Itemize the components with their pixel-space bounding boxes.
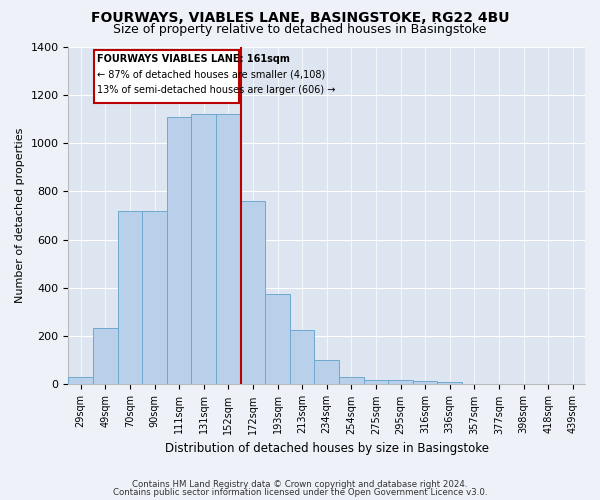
Bar bbox=[142, 210, 167, 384]
Text: FOURWAYS VIABLES LANE: 161sqm: FOURWAYS VIABLES LANE: 161sqm bbox=[97, 54, 290, 64]
Bar bbox=[388, 380, 413, 384]
Bar bbox=[191, 114, 216, 384]
Bar bbox=[216, 114, 241, 384]
Bar bbox=[241, 201, 265, 384]
Y-axis label: Number of detached properties: Number of detached properties bbox=[15, 128, 25, 303]
Bar bbox=[265, 294, 290, 384]
Bar bbox=[413, 381, 437, 384]
Bar bbox=[167, 116, 191, 384]
Bar bbox=[118, 210, 142, 384]
Text: Contains HM Land Registry data © Crown copyright and database right 2024.: Contains HM Land Registry data © Crown c… bbox=[132, 480, 468, 489]
Bar bbox=[314, 360, 339, 384]
Bar bbox=[68, 377, 93, 384]
Bar bbox=[93, 328, 118, 384]
Bar bbox=[339, 377, 364, 384]
Text: 13% of semi-detached houses are larger (606) →: 13% of semi-detached houses are larger (… bbox=[97, 85, 335, 95]
Bar bbox=[290, 330, 314, 384]
Text: FOURWAYS, VIABLES LANE, BASINGSTOKE, RG22 4BU: FOURWAYS, VIABLES LANE, BASINGSTOKE, RG2… bbox=[91, 11, 509, 25]
Bar bbox=[364, 380, 388, 384]
Text: Size of property relative to detached houses in Basingstoke: Size of property relative to detached ho… bbox=[113, 24, 487, 36]
Text: ← 87% of detached houses are smaller (4,108): ← 87% of detached houses are smaller (4,… bbox=[97, 70, 325, 80]
Bar bbox=[437, 382, 462, 384]
X-axis label: Distribution of detached houses by size in Basingstoke: Distribution of detached houses by size … bbox=[165, 442, 489, 455]
Text: Contains public sector information licensed under the Open Government Licence v3: Contains public sector information licen… bbox=[113, 488, 487, 497]
FancyBboxPatch shape bbox=[94, 50, 239, 103]
